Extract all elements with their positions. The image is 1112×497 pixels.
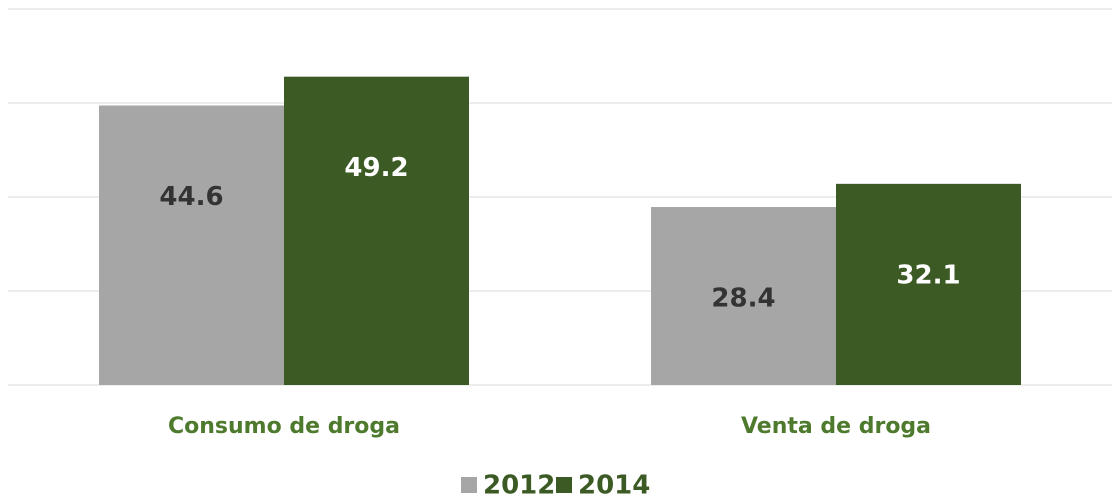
bar [284, 76, 469, 386]
x-tick-label: Consumo de droga [168, 414, 400, 439]
legend-label: 2012 [483, 471, 555, 497]
legend-swatch [556, 477, 572, 493]
bar [836, 183, 1021, 385]
x-tick-label: Venta de droga [741, 414, 931, 439]
bar [99, 105, 284, 386]
data-label: 28.4 [711, 284, 775, 314]
legend-label: 2014 [578, 471, 650, 497]
bar [651, 207, 836, 385]
data-label: 49.2 [344, 153, 408, 183]
data-label: 44.6 [159, 182, 223, 212]
data-label: 32.1 [896, 260, 960, 290]
legend-swatch [461, 477, 477, 493]
